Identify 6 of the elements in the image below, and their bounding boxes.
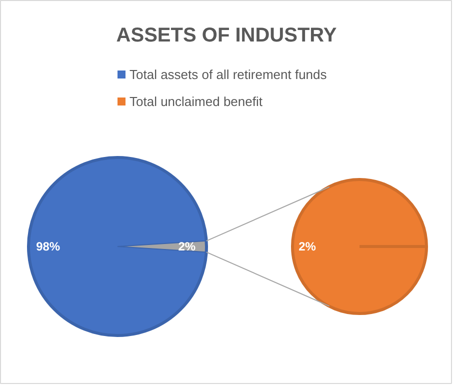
data-label: 98% — [36, 240, 60, 254]
data-label: 2% — [178, 240, 196, 254]
data-label: 2% — [298, 240, 316, 254]
chart-title: ASSETS OF INDUSTRY — [116, 24, 338, 46]
legend-label: Total unclaimed benefit — [130, 94, 263, 109]
legend-label: Total assets of all retirement funds — [130, 67, 328, 82]
